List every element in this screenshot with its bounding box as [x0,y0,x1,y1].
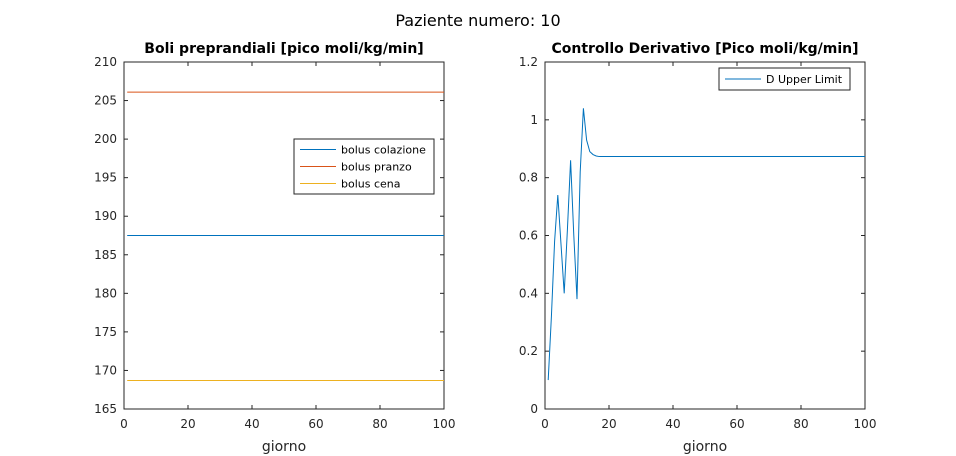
y-tick-label: 0.8 [519,171,538,185]
y-tick-label: 0.2 [519,344,538,358]
y-tick-label: 1 [530,113,538,127]
series-line-1 [547,108,865,381]
chart-1: Boli preprandiali [pico moli/kg/min] 0 20 4… [94,41,455,455]
x-tick-label: 0 [120,417,128,431]
legend-entry: bolus cena [341,178,401,191]
y-tick-label: 185 [94,248,117,262]
y-tick-label: 175 [94,325,117,339]
legend-entry: D Upper Limit [766,73,843,86]
x-tick-label: 80 [372,417,387,431]
x-tick-label: 0 [541,417,549,431]
y-tick-label: 1.2 [519,55,538,69]
y-tick-label: 180 [94,286,117,300]
y-tick-label: 200 [94,132,117,146]
y-tick-label: 190 [94,209,117,223]
chart-2: Controllo Derivativo [Pico moli/kg/min] 0… [519,41,877,455]
y-tick-label: 0.6 [519,229,538,243]
x-tick-label: 40 [665,417,680,431]
y-tick-label: 165 [94,402,117,416]
legend-box [718,67,851,91]
y-tick-label: 210 [94,55,117,69]
figure-title: Paziente numero: 10 [395,11,560,30]
legend: D Upper Limit [718,67,851,91]
x-tick-label: 20 [180,417,195,431]
y-tick-label: 170 [94,363,117,377]
x-tick-label: 100 [433,417,456,431]
y-tick-label: 0.4 [519,286,538,300]
x-tick-label: 20 [601,417,616,431]
x-tick-label: 60 [308,417,323,431]
y-tick-label: 205 [94,94,117,108]
x-tick-label: 100 [854,417,877,431]
x-axis-label: giorno [683,439,727,455]
x-axis-label: giorno [262,439,306,455]
chart-title: Boli preprandiali [pico moli/kg/min] [144,41,423,57]
x-tick-label: 80 [793,417,808,431]
x-tick-label: 60 [729,417,744,431]
x-tick-label: 40 [244,417,259,431]
y-tick-label: 195 [94,171,117,185]
legend-entry: bolus pranzo [341,161,412,174]
plot-area [544,61,866,410]
chart-title: Controllo Derivativo [Pico moli/kg/min] [551,41,858,57]
y-tick-label: 0 [530,402,538,416]
legend: bolus colazione bolus pranzo bolus cena [293,138,435,195]
legend-entry: bolus colazione [341,144,426,157]
